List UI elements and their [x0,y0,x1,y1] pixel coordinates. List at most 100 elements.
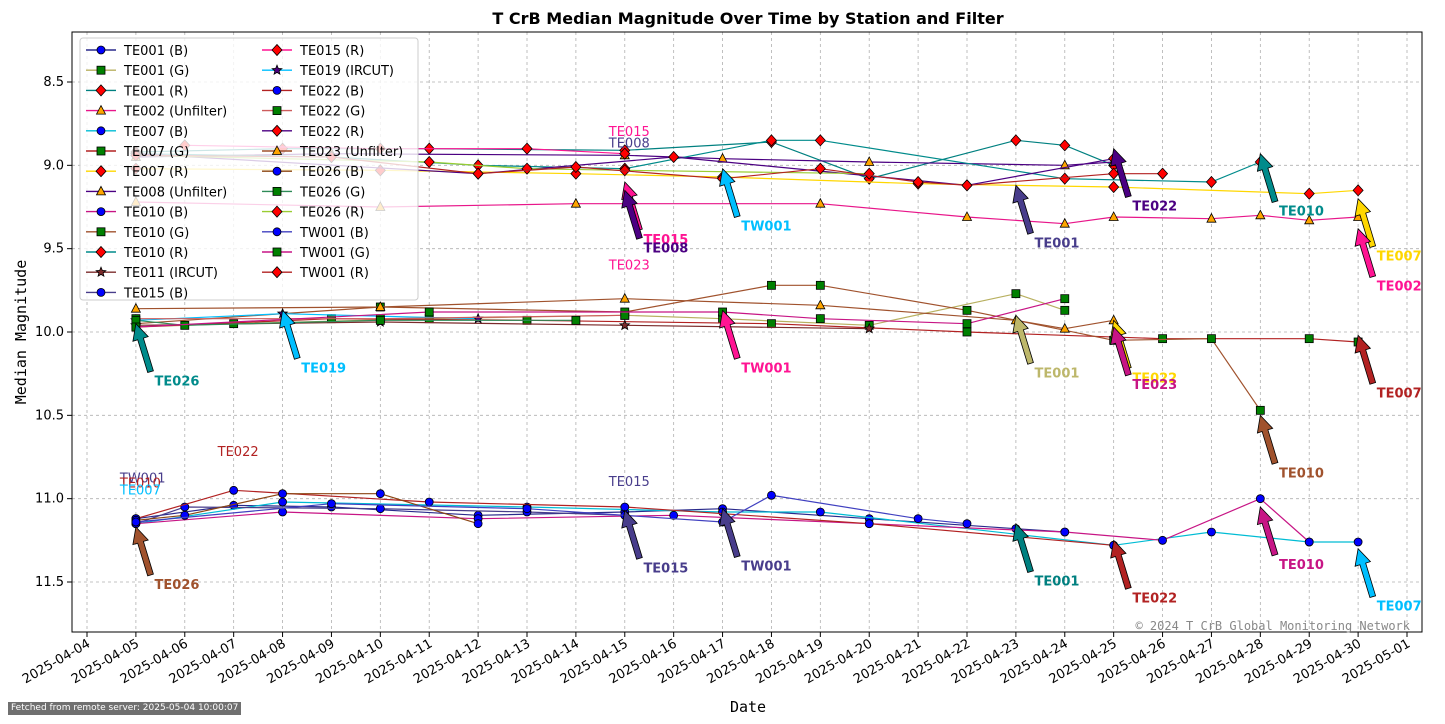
data-point [668,150,680,164]
legend-label: TE015 (B) [123,286,188,301]
annotation: TE015 [621,509,688,576]
y-tick-label: 10.0 [35,325,64,340]
annotation-label: TW001 [741,220,791,235]
data-point [1205,175,1217,189]
legend-swatch-marker [272,86,282,95]
data-point [1353,537,1363,547]
data-point [1059,172,1071,185]
annotation-arrow [719,507,741,558]
legend-swatch-marker [95,185,107,196]
data-point [767,319,776,329]
data-point [962,305,972,315]
data-point [473,519,483,529]
data-point [1059,139,1071,152]
annotation-arrow [1354,227,1377,278]
annotation: TE022 [217,445,259,460]
annotation-label: TE010 [1279,205,1324,220]
x-axis-label: Date [730,698,766,716]
data-point [1303,187,1315,200]
legend-item: TE019 (IRCUT) [262,64,394,79]
y-tick-label: 9.0 [43,158,64,173]
legend-swatch-marker [95,84,107,97]
annotation-arrow [621,509,643,560]
data-point [814,162,826,175]
annotation-arrow [1110,539,1132,590]
data-point [570,160,582,174]
copyright-text: © 2024 T CrB Global Monitoring Network [1135,619,1410,633]
y-tick-label: 11.0 [35,492,64,507]
data-point [1010,134,1022,147]
series-line [135,284,1261,411]
annotation-arrow [1256,414,1279,465]
y-tick-label: 8.5 [43,75,64,90]
annotation-label: TE015 [608,125,650,140]
legend-item: TE026 (R) [262,205,364,221]
annotation-label: TE015 [643,233,688,248]
legend-swatch-marker [271,64,283,76]
legend-item: TE001 (B) [86,44,188,59]
legend-item: TE001 (G) [86,64,189,79]
fetched-footer: Fetched from remote server: 2025-05-04 1… [8,702,242,715]
annotation-label: TE007 [119,483,161,498]
annotation: TE023 [608,258,650,273]
annotation-arrow [1256,152,1279,203]
data-point [961,211,973,221]
legend-label: TE008 (Unfilter) [123,185,227,200]
legend-item: TE002 (Unfilter) [86,105,227,120]
legend-label: TE010 (B) [123,206,188,221]
legend-swatch-marker [272,247,282,257]
data-point [1304,537,1314,547]
annotation: TE007 [1354,334,1422,401]
legend-item: TE023 (Unfilter) [262,145,403,160]
data-point [767,280,776,290]
annotation-label: TE015 [608,475,650,490]
annotation: TE026 [132,526,199,593]
legend-item: TW001 (G) [262,246,370,261]
legend-swatch-marker [96,227,106,237]
legend-box [79,37,419,301]
data-point [375,504,385,514]
legend-item: TE007 (B) [86,125,188,140]
annotation-label: TE010 [119,477,161,492]
annotation-label: TE008 [643,241,688,256]
annotation-label: TE010 [1279,466,1324,481]
annotation-arrow [621,189,643,240]
legend-swatch-marker [95,104,107,115]
annotation-label: TE001 [1035,236,1080,251]
data-point [1108,180,1120,194]
legend-item: TE010 (B) [86,206,188,221]
legend-swatch-marker [96,207,106,217]
legend-item: TE022 (B) [262,84,364,99]
legend-item: TE007 (R) [86,165,188,180]
y-tick-label: 11.5 [35,575,64,590]
legend-swatch-marker [272,227,282,237]
data-point [1011,289,1021,299]
data-point [815,197,826,208]
annotation: TE010 [1256,506,1324,573]
annotation-label: TE002 [1377,280,1422,295]
data-point [767,490,776,500]
data-point [1158,334,1167,344]
data-point [1157,167,1169,180]
legend-item: TW001 (R) [262,266,369,281]
legend-item: TE015 (B) [86,286,188,301]
annotation-label: TE010 [1279,558,1324,573]
data-point [472,167,484,180]
data-point [962,319,972,329]
data-point [424,497,434,507]
annotation-arrow [1110,147,1132,198]
data-point [1206,212,1217,223]
annotation-label: TE022 [217,445,259,460]
data-point [765,134,777,147]
data-point [521,142,533,155]
legend-swatch-marker [96,65,106,75]
legend-label: TE001 (R) [123,84,188,99]
legend-item: TE010 (R) [86,245,188,261]
annotation-arrow [1012,522,1034,573]
annotation-label: TW001 [119,472,166,487]
data-point [815,280,825,290]
data-point [180,320,190,330]
data-point [913,514,923,524]
annotation-label: TE022 [1132,591,1177,606]
data-point [1207,527,1216,537]
